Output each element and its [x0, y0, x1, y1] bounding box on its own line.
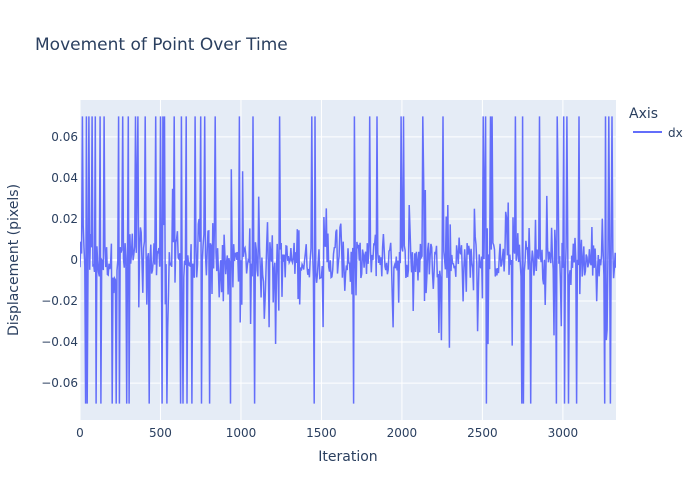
y-tick-label-0: −0.06 — [41, 376, 78, 390]
y-tick-label-3: 0 — [70, 253, 78, 267]
x-tick-label-1: 500 — [149, 426, 172, 440]
x-tick-label-6: 3000 — [548, 426, 579, 440]
x-tick-labels: 0 500 1000 1500 2000 2500 3000 — [76, 426, 578, 440]
y-axis-title: Displacement (pixels) — [6, 184, 22, 336]
legend[interactable]: Axis dx — [629, 106, 683, 140]
y-tick-label-4: 0.02 — [51, 212, 78, 226]
x-tick-label-0: 0 — [76, 426, 84, 440]
y-tick-label-6: 0.06 — [51, 130, 78, 144]
x-tick-label-5: 2500 — [467, 426, 498, 440]
y-tick-label-2: −0.02 — [41, 294, 78, 308]
legend-label-dx: dx — [668, 126, 683, 140]
chart-title: Movement of Point Over Time — [35, 35, 288, 55]
y-tick-labels: −0.06 −0.04 −0.02 0 0.02 0.04 0.06 — [41, 130, 78, 390]
series-line-dx — [80, 116, 616, 404]
y-tick-label-1: −0.04 — [41, 335, 78, 349]
x-tick-label-4: 2000 — [387, 426, 418, 440]
legend-title: Axis — [629, 106, 658, 122]
y-tick-label-5: 0.04 — [51, 171, 78, 185]
x-axis-title: Iteration — [318, 449, 377, 465]
x-tick-label-3: 1500 — [306, 426, 337, 440]
x-tick-label-2: 1000 — [226, 426, 257, 440]
